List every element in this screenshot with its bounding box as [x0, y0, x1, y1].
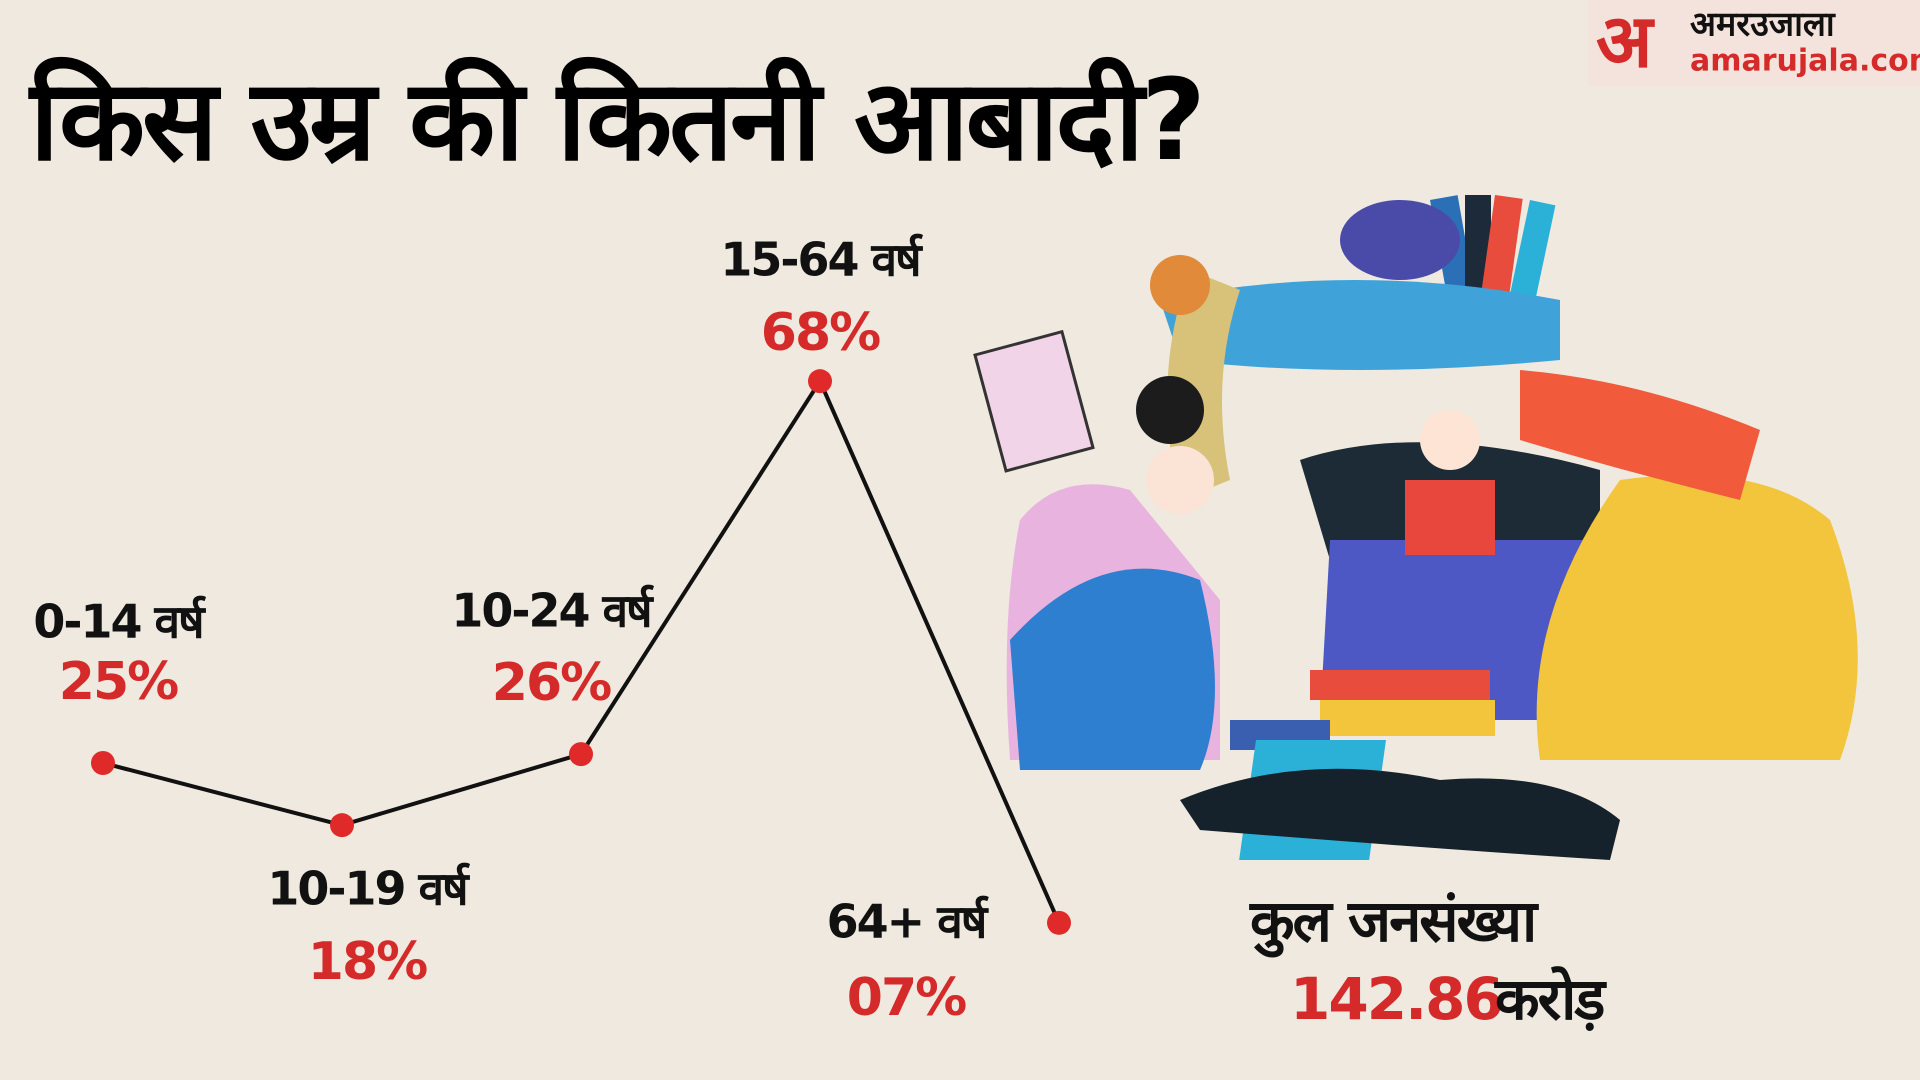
head: [1150, 255, 1210, 315]
chart-title: किस उम्र की कितनी आबादी?: [28, 56, 1203, 186]
cat: [1340, 200, 1460, 280]
head: [1146, 446, 1214, 514]
logo-box: [1588, 0, 1920, 86]
point: [91, 751, 115, 775]
figure: [1536, 475, 1858, 760]
value-label: 18%: [308, 932, 427, 992]
book: [1310, 670, 1490, 700]
category-label: 15-64 वर्ष: [720, 233, 923, 287]
category-label: 10-19 वर्ष: [267, 862, 470, 916]
category-label: 10-24 वर्ष: [451, 584, 654, 638]
book: [1320, 700, 1495, 736]
figure: [1160, 280, 1560, 370]
book: [1505, 200, 1556, 323]
point: [330, 813, 354, 838]
total-value: 142.86: [1290, 965, 1502, 1033]
total-unit: करोड़: [1494, 965, 1607, 1033]
point: [808, 369, 832, 394]
book: [973, 329, 1095, 473]
logo: अ अमरउजाला amarujala.com: [1588, 0, 1920, 86]
value-label: 68%: [761, 303, 880, 363]
hair: [1167, 270, 1240, 500]
category-label: 0-14 वर्ष: [33, 595, 206, 649]
book: [1405, 480, 1495, 555]
value-label: 07%: [847, 968, 966, 1028]
category-label: 64+ वर्ष: [827, 894, 990, 948]
legs: [1520, 370, 1760, 500]
total-label: कुल जनसंख्या: [1249, 887, 1539, 958]
point: [569, 742, 593, 767]
point: [1047, 910, 1071, 935]
value-label: 26%: [492, 653, 611, 713]
logo-site: amarujala.com: [1690, 44, 1920, 79]
logo-mark: अ: [1596, 0, 1655, 85]
dog: [1180, 768, 1620, 860]
hair: [1136, 376, 1204, 444]
logo-name: अमरउजाला: [1690, 5, 1836, 45]
head: [1420, 410, 1480, 470]
value-label: 25%: [59, 652, 178, 712]
legs: [1010, 568, 1215, 770]
illustration: [973, 195, 1858, 860]
